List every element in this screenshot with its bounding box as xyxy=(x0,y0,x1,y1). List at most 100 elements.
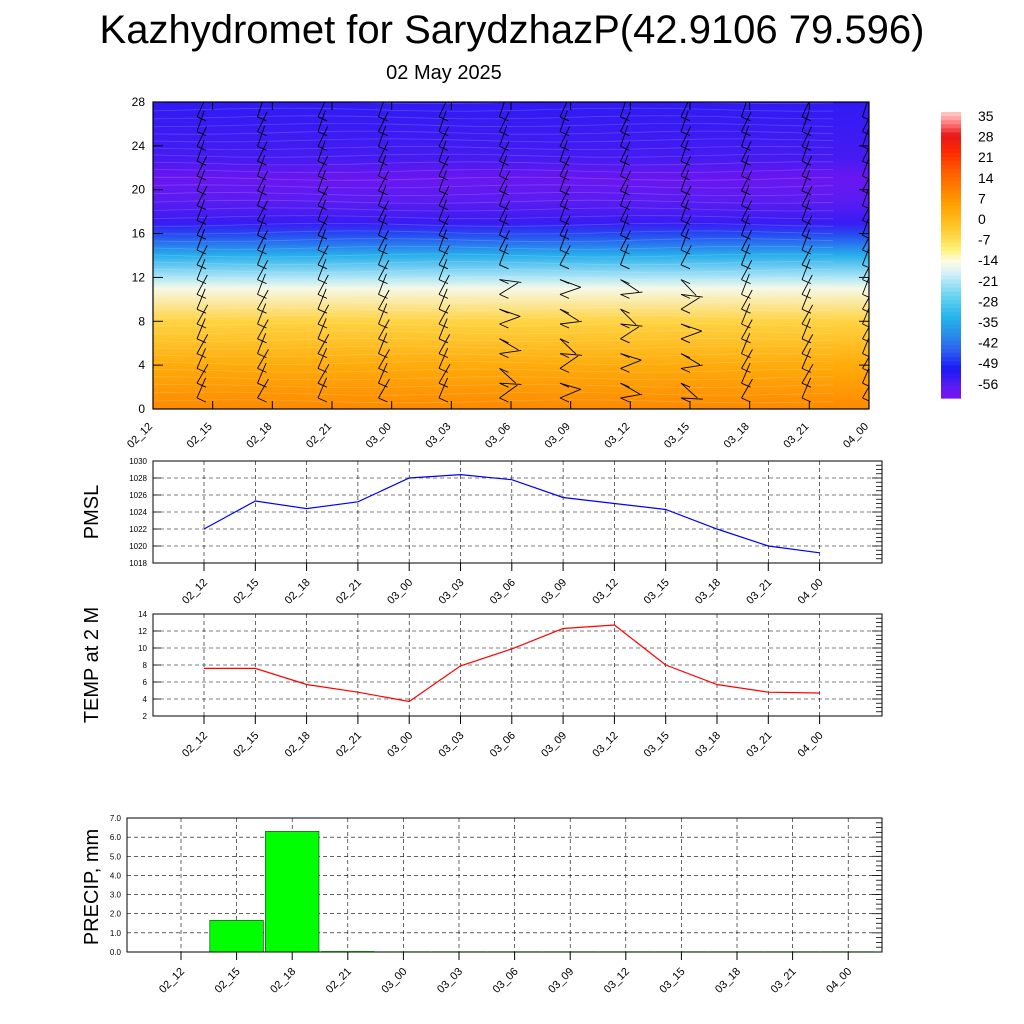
wind-barb xyxy=(559,353,582,356)
wind-barb xyxy=(317,334,330,354)
wind-barb xyxy=(317,215,329,236)
wind-barb-flag xyxy=(741,382,751,388)
wind-barb-flag xyxy=(196,219,207,225)
wind-barb xyxy=(559,215,571,236)
wind-barb xyxy=(317,318,327,339)
wind-barb-flag xyxy=(499,338,509,344)
y-tick-label: 12 xyxy=(138,627,147,636)
y-tick-label: 10 xyxy=(138,644,147,653)
wind-barb xyxy=(559,140,568,162)
colorbar-label: -35 xyxy=(978,314,998,330)
wind-barb xyxy=(378,111,389,132)
colorbar-swatch xyxy=(941,156,961,162)
wind-barb xyxy=(620,308,637,326)
wind-barb xyxy=(741,141,752,162)
contour-line xyxy=(153,368,834,373)
wind-barb xyxy=(499,382,522,385)
wind-barb-flag xyxy=(862,397,869,402)
wind-barb-flag xyxy=(196,323,207,329)
wind-barb-flag xyxy=(862,249,869,254)
x-tick-label: 02_12 xyxy=(157,966,187,996)
wind-barb xyxy=(559,308,579,322)
colorbar-swatch xyxy=(941,263,961,268)
wind-barb xyxy=(680,229,689,251)
wind-barb xyxy=(801,126,813,147)
wind-barb-flag xyxy=(317,160,328,166)
wind-barb-flag xyxy=(741,234,751,240)
wind-barb xyxy=(620,200,631,221)
wind-barb-flag xyxy=(438,175,449,181)
x-tick-label: 03_03 xyxy=(437,577,467,607)
wind-barb xyxy=(801,185,813,206)
y-tick-label: 1020 xyxy=(129,542,147,551)
wind-barb xyxy=(620,291,643,295)
wind-barb-flag xyxy=(801,264,812,270)
wind-barb-flag xyxy=(559,382,570,388)
wind-barb xyxy=(499,244,508,265)
y-axis-label: TEMP at 2 M xyxy=(81,607,103,723)
wind-barb xyxy=(620,323,643,327)
wind-barb-flag xyxy=(741,190,751,196)
colorbar-label: -14 xyxy=(978,252,998,268)
wind-barb xyxy=(559,229,568,251)
wind-barb xyxy=(680,199,689,221)
wind-barb-flag xyxy=(680,323,691,329)
wind-barb xyxy=(801,156,813,177)
wind-barb xyxy=(196,229,205,251)
x-tick-label: 03_00 xyxy=(385,730,415,760)
wind-barb xyxy=(196,126,208,147)
wind-barb-flag xyxy=(378,116,388,122)
wind-barb-flag xyxy=(378,175,388,181)
wind-barb xyxy=(438,318,448,339)
wind-barb xyxy=(801,110,810,132)
y-tick-label: 8 xyxy=(138,314,145,328)
wind-barb xyxy=(801,377,812,399)
x-tick-label: 02_12 xyxy=(180,730,210,760)
colorbar-swatch xyxy=(941,340,961,346)
colorbar-label: 0 xyxy=(978,211,986,227)
wind-barb-flag xyxy=(499,175,509,181)
wind-barb xyxy=(499,184,508,206)
wind-barb xyxy=(438,215,450,236)
wind-barb-flag xyxy=(499,249,509,255)
colorbar-swatch xyxy=(941,210,961,215)
wind-barb xyxy=(257,319,269,340)
colorbar-swatch xyxy=(941,230,961,236)
y-tick-label: 8 xyxy=(143,661,148,670)
wind-barb xyxy=(499,125,508,147)
y-tick-label: 1022 xyxy=(129,525,147,534)
wind-barb-flag xyxy=(317,382,328,388)
wind-barb-flag xyxy=(438,145,449,151)
wind-barb-flag xyxy=(620,264,630,270)
wind-barb xyxy=(317,102,326,117)
y-tick-label: 0.0 xyxy=(110,948,122,957)
wind-barb xyxy=(196,215,208,236)
contour-line xyxy=(153,245,834,250)
wind-barb-flag xyxy=(801,308,812,314)
wind-barb xyxy=(741,273,750,295)
wind-barb-flag xyxy=(499,293,509,299)
wind-barb-flag xyxy=(317,249,328,255)
contour-line xyxy=(153,268,834,273)
wind-barb-flag xyxy=(438,279,449,285)
x-tick-label: 03_18 xyxy=(693,730,723,760)
x-tick-label: 04_00 xyxy=(824,966,854,996)
wind-barb xyxy=(196,110,205,132)
wind-barb xyxy=(196,348,207,369)
wind-barb xyxy=(620,393,643,399)
wind-barb xyxy=(257,102,263,117)
wind-barb-flag xyxy=(559,353,570,359)
wind-barb-flag xyxy=(378,323,388,329)
colorbar-swatch xyxy=(941,165,961,170)
x-tick-label: 03_21 xyxy=(744,577,774,607)
panel-frame xyxy=(152,460,883,564)
colorbar-swatch xyxy=(941,275,961,281)
wind-barb xyxy=(438,140,447,162)
colorbar-swatch xyxy=(941,271,961,277)
wind-barb-flag xyxy=(317,205,328,211)
wind-barb-flag xyxy=(801,353,812,359)
colorbar-swatch xyxy=(941,124,961,129)
wind-barb-flag xyxy=(741,160,751,166)
wind-barb xyxy=(741,125,750,147)
contour-line xyxy=(153,115,834,120)
